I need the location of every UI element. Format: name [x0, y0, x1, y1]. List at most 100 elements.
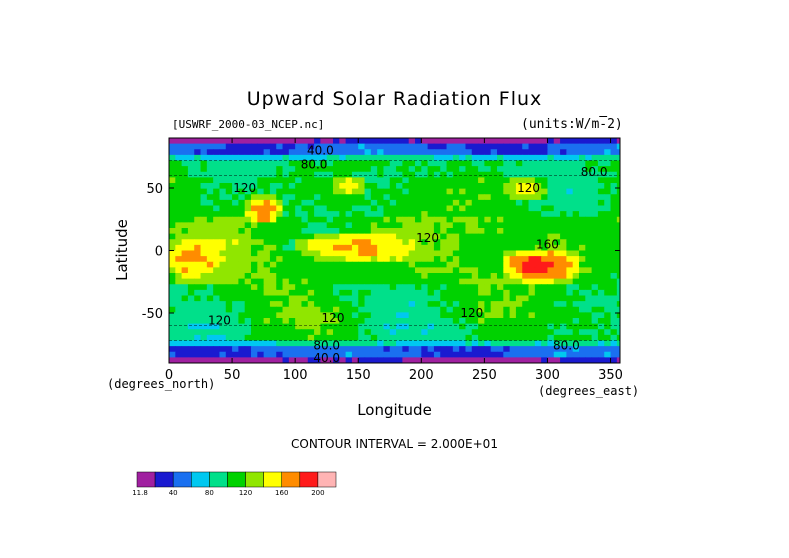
heatmap-cell — [522, 239, 530, 246]
heatmap-cell — [320, 205, 328, 212]
heatmap-cell — [534, 357, 542, 364]
heatmap-cell — [263, 233, 271, 240]
heatmap-cell — [427, 357, 435, 364]
heatmap-cell — [351, 205, 359, 212]
heatmap-cell — [307, 312, 315, 319]
heatmap-cell — [465, 295, 473, 302]
heatmap-cell — [301, 329, 309, 336]
heatmap-cell — [370, 177, 378, 184]
heatmap-cell — [326, 228, 334, 235]
heatmap-cell — [257, 273, 265, 280]
heatmap-cell — [219, 194, 227, 201]
heatmap-cell — [459, 284, 466, 291]
heatmap-cell — [465, 194, 473, 201]
heatmap-cell — [585, 183, 593, 190]
heatmap-cell — [560, 239, 567, 246]
heatmap-cell — [459, 357, 466, 364]
heatmap-cell — [383, 306, 391, 313]
heatmap-cell — [541, 171, 548, 178]
heatmap-cell — [219, 289, 227, 296]
heatmap-cell — [345, 194, 353, 201]
heatmap-cell — [433, 256, 441, 263]
heatmap-cell — [175, 278, 183, 285]
heatmap-cell — [440, 323, 448, 330]
heatmap-cell — [364, 250, 372, 257]
heatmap-cell — [301, 244, 309, 251]
heatmap-cell — [509, 312, 517, 319]
heatmap-cell — [579, 312, 586, 319]
heatmap-cell — [194, 357, 202, 364]
heatmap-cell — [194, 289, 202, 296]
heatmap-cell — [333, 301, 340, 308]
heatmap-cell — [307, 188, 315, 195]
heatmap-cell — [465, 183, 473, 190]
heatmap-cell — [610, 273, 618, 280]
heatmap-cell — [402, 239, 410, 246]
x-tick-label: 200 — [409, 368, 434, 383]
heatmap-cell — [616, 295, 621, 302]
heatmap-cell — [547, 244, 555, 251]
heatmap-cell — [351, 244, 359, 251]
heatmap-cell — [452, 166, 460, 173]
heatmap-cell — [616, 143, 621, 150]
heatmap-cell — [471, 256, 479, 263]
heatmap-cell — [396, 216, 403, 223]
heatmap-cell — [181, 289, 189, 296]
heatmap-cell — [541, 318, 548, 325]
heatmap-cell — [465, 222, 473, 229]
heatmap-cell — [175, 222, 183, 229]
heatmap-cell — [465, 177, 473, 184]
heatmap-cell — [522, 284, 530, 291]
heatmap-cell — [238, 244, 246, 251]
heatmap-cell — [213, 177, 220, 184]
heatmap-cell — [326, 340, 334, 347]
heatmap-cell — [295, 261, 302, 268]
heatmap-cell — [333, 318, 340, 325]
heatmap-cell — [244, 329, 252, 336]
heatmap-cell — [301, 154, 309, 161]
heatmap-cell — [219, 301, 227, 308]
heatmap-cell — [358, 239, 366, 246]
heatmap-cell — [225, 301, 233, 308]
heatmap-cell — [585, 301, 593, 308]
heatmap-cell — [213, 166, 220, 173]
contour-label: 120 — [322, 311, 345, 325]
heatmap-cell — [509, 188, 517, 195]
heatmap-cell — [427, 329, 435, 336]
heatmap-cell — [181, 205, 189, 212]
heatmap-cell — [591, 312, 599, 319]
x-tick-label: 250 — [472, 368, 497, 383]
heatmap-cell — [320, 171, 328, 178]
heatmap-cell — [169, 295, 176, 302]
heatmap-cell — [383, 160, 391, 167]
heatmap-cell — [219, 211, 227, 218]
heatmap-cell — [339, 351, 347, 358]
heatmap-cell — [232, 183, 239, 190]
heatmap-cell — [276, 228, 284, 235]
heatmap-cell — [465, 160, 473, 167]
heatmap-cell — [219, 295, 227, 302]
heatmap-cell — [471, 284, 479, 291]
heatmap-cell — [585, 239, 593, 246]
heatmap-cell — [333, 205, 340, 212]
heatmap-cell — [307, 261, 315, 268]
heatmap-cell — [604, 329, 612, 336]
heatmap-cell — [408, 171, 416, 178]
heatmap-cell — [503, 188, 511, 195]
heatmap-cell — [509, 194, 517, 201]
heatmap-cell — [181, 143, 189, 150]
heatmap-cell — [200, 194, 208, 201]
heatmap-cell — [339, 205, 347, 212]
heatmap-cell — [307, 323, 315, 330]
heatmap-cell — [282, 357, 290, 364]
heatmap-cell — [459, 233, 466, 240]
heatmap-cell — [534, 273, 542, 280]
heatmap-cell — [446, 351, 454, 358]
heatmap-cell — [181, 312, 189, 319]
heatmap-cell — [515, 228, 523, 235]
heatmap-cell — [339, 323, 347, 330]
heatmap-cell — [364, 154, 372, 161]
heatmap-cell — [534, 154, 542, 161]
heatmap-cell — [515, 312, 523, 319]
heatmap-cell — [433, 323, 441, 330]
